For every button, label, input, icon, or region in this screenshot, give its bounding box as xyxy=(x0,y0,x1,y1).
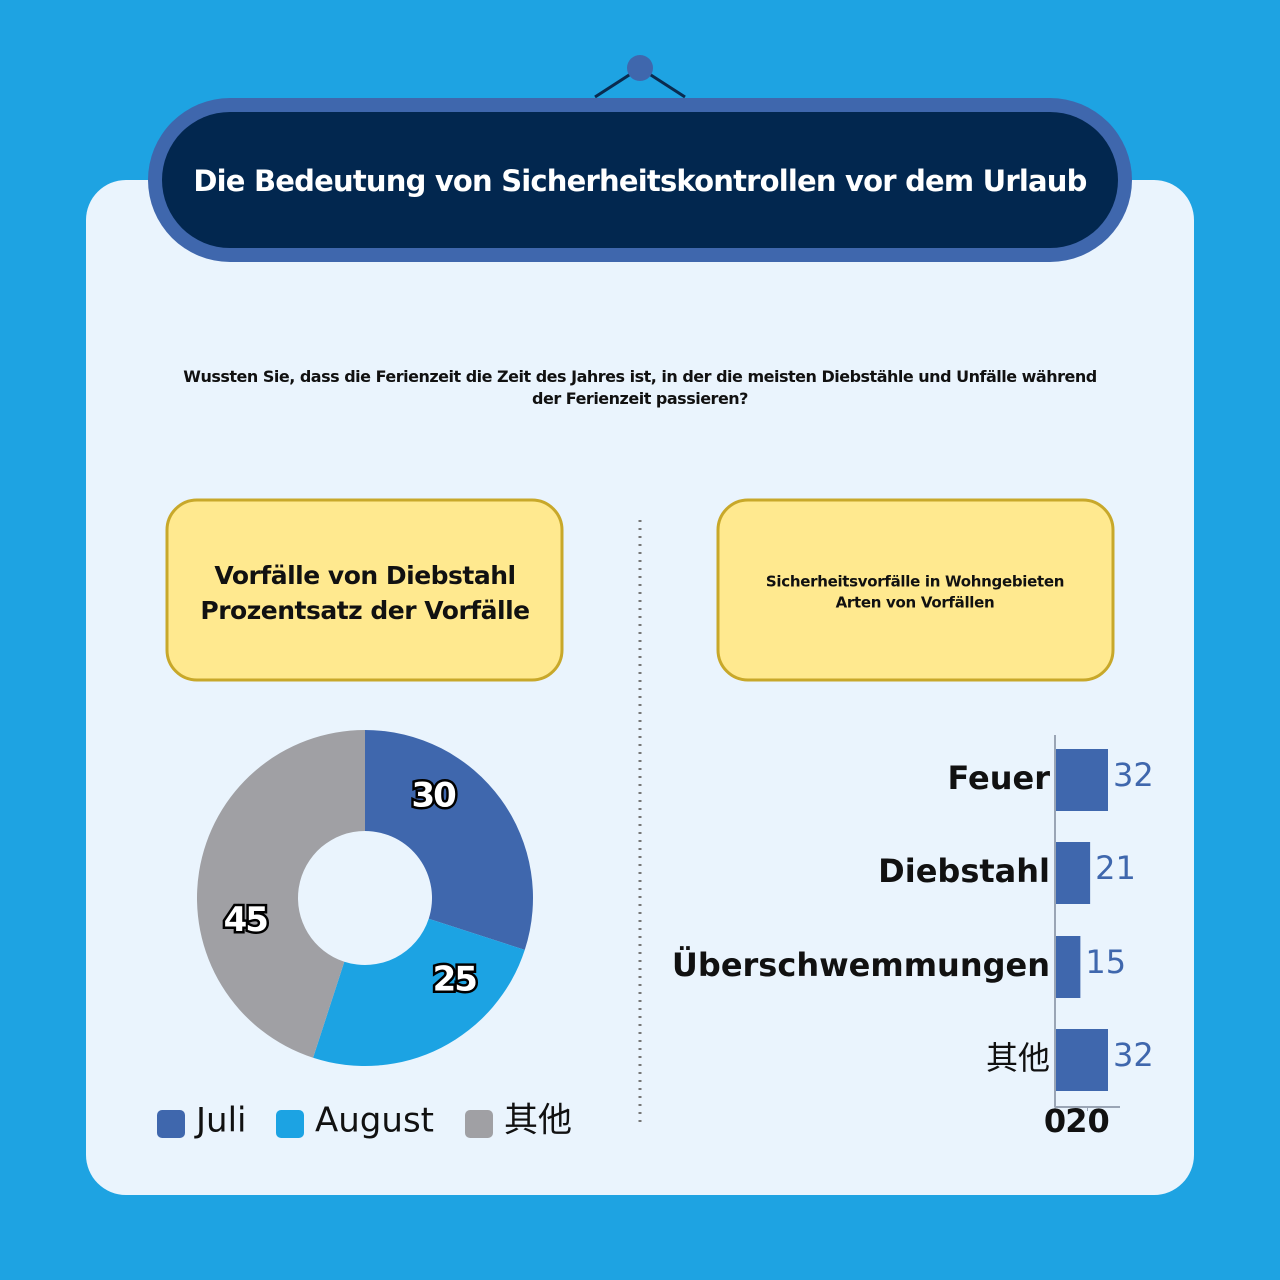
category-label: Feuer xyxy=(947,759,1050,797)
data-label: 21 xyxy=(1095,849,1136,887)
category-label: Überschwemmungen xyxy=(672,946,1050,984)
x-tick-label: 0 xyxy=(1044,1102,1066,1140)
legend-swatch xyxy=(465,1110,493,1138)
chart-subtitle: Arten von Vorfällen xyxy=(836,594,995,612)
chart-title: Sicherheitsvorfälle in Wohngebieten xyxy=(766,573,1064,591)
legend-label: August xyxy=(315,1101,434,1141)
bar xyxy=(1056,749,1108,811)
data-label: 32 xyxy=(1113,756,1154,794)
donut-slice xyxy=(197,730,365,1058)
data-label: 15 xyxy=(1085,943,1126,981)
data-label: 25 xyxy=(433,960,477,1000)
bar xyxy=(1056,1029,1108,1091)
card xyxy=(86,180,1194,1195)
data-label: 32 xyxy=(1113,1036,1154,1074)
category-label: Diebstahl xyxy=(878,852,1050,890)
panel-title-box xyxy=(165,498,564,682)
hanger-pin xyxy=(627,55,653,81)
legend-label: 其他 xyxy=(504,1101,572,1141)
x-tick-label: 20 xyxy=(1065,1102,1110,1140)
title-pill xyxy=(162,112,1118,248)
page-title: Die Bedeutung von Sicherheitskontrollen … xyxy=(193,164,1086,198)
legend-swatch xyxy=(276,1110,304,1138)
panel-title-box xyxy=(716,498,1115,682)
chart-title: Vorfälle von Diebstahl xyxy=(214,561,515,590)
data-label: 30 xyxy=(411,775,456,815)
donut-slice xyxy=(365,730,533,950)
bar xyxy=(1056,936,1081,998)
chart-subtitle: Prozentsatz der Vorfälle xyxy=(200,596,529,625)
legend-swatch xyxy=(157,1110,185,1138)
legend-label: Juli xyxy=(194,1101,246,1141)
intro-text: Wussten Sie, dass die Ferienzeit die Zei… xyxy=(183,367,1097,408)
bar xyxy=(1056,842,1091,904)
category-label: 其他 xyxy=(986,1039,1050,1077)
donut-slice xyxy=(313,918,525,1066)
data-label: 45 xyxy=(224,900,268,940)
